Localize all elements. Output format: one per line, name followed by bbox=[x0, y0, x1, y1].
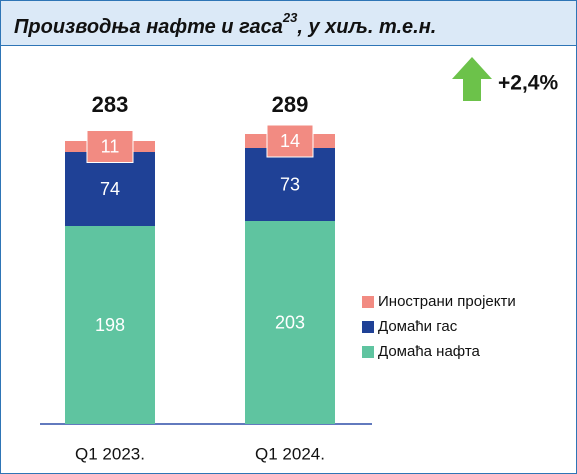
title-main: Производња нафте и гаса bbox=[14, 16, 283, 38]
legend-swatch bbox=[362, 296, 374, 308]
bar-segment bbox=[245, 221, 335, 424]
title-bar bbox=[0, 0, 577, 46]
segment-label: 74 bbox=[100, 179, 120, 199]
segment-label: 14 bbox=[280, 131, 300, 151]
legend-swatch bbox=[362, 321, 374, 333]
annotation: +2,4% bbox=[498, 72, 558, 95]
title-superscript: 23 bbox=[282, 10, 298, 25]
bar-segment bbox=[245, 148, 335, 221]
bar-segment bbox=[65, 226, 155, 424]
legend-label: Инострани пројекти bbox=[378, 293, 516, 310]
segment-label: 203 bbox=[275, 312, 305, 332]
legend-label: Домаћи гас bbox=[378, 318, 458, 335]
label-box bbox=[86, 130, 134, 163]
chart-title: Производња нафте и гаса23, у хиљ. т.е.н. bbox=[14, 10, 436, 38]
total-label: 289 bbox=[272, 92, 309, 117]
title-suffix: , у хиљ. т.е.н. bbox=[296, 16, 436, 38]
segment-label: 73 bbox=[280, 174, 300, 194]
bar-segment bbox=[65, 152, 155, 226]
up-arrow bbox=[452, 57, 492, 101]
total-label: 283 bbox=[92, 92, 129, 117]
label-box bbox=[266, 124, 314, 158]
segment-label: 11 bbox=[101, 136, 120, 156]
segment-label: 198 bbox=[95, 315, 125, 335]
legend-label: Домаћа нафта bbox=[378, 343, 481, 360]
legend-swatch bbox=[362, 346, 374, 358]
x-tick-label: Q1 2024. bbox=[255, 444, 325, 463]
x-tick-label: Q1 2023. bbox=[75, 444, 145, 463]
